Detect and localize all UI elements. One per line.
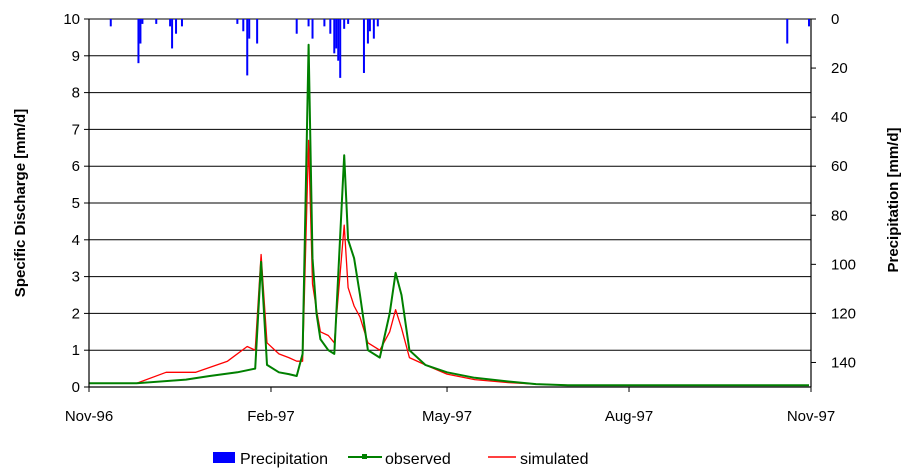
left-tick-label: 0 bbox=[72, 379, 80, 396]
left-tick-label: 5 bbox=[72, 195, 80, 212]
left-tick-label: 2 bbox=[72, 305, 80, 322]
precipitation-bar bbox=[109, 19, 112, 27]
precipitation-bar bbox=[337, 19, 340, 61]
left-tick-label: 4 bbox=[72, 232, 80, 249]
precipitation-bar bbox=[180, 19, 183, 27]
precipitation-bar bbox=[329, 19, 332, 34]
precipitation-bars bbox=[109, 19, 811, 78]
right-axis-ticks: 0 20 40 60 80 100 120 140 bbox=[811, 11, 856, 371]
left-tick-label: 10 bbox=[63, 11, 80, 28]
precipitation-bar bbox=[171, 19, 174, 49]
left-tick-label: 9 bbox=[72, 48, 80, 65]
precipitation-bar bbox=[295, 19, 298, 34]
x-tick-label: Feb-97 bbox=[247, 408, 295, 425]
precipitation-bar bbox=[335, 19, 338, 49]
precipitation-bar bbox=[246, 19, 249, 76]
precipitation-bar bbox=[376, 19, 379, 27]
precipitation-bar bbox=[248, 19, 251, 39]
legend-simulated-label: simulated bbox=[520, 451, 588, 468]
legend-precipitation-label: Precipitation bbox=[240, 451, 328, 468]
precipitation-bar bbox=[333, 19, 336, 54]
left-axis-ticks: 0 1 2 3 4 5 6 7 8 9 10 bbox=[63, 11, 89, 396]
legend-precipitation-swatch bbox=[213, 452, 235, 463]
right-tick-label: 140 bbox=[831, 354, 856, 371]
x-tick-label: May-97 bbox=[422, 408, 472, 425]
precipitation-bar bbox=[372, 19, 375, 39]
left-tick-label: 8 bbox=[72, 85, 80, 102]
left-tick-label: 7 bbox=[72, 121, 80, 138]
precipitation-bar bbox=[256, 19, 259, 44]
x-tick-label: Nov-96 bbox=[65, 408, 113, 425]
precipitation-bar bbox=[236, 19, 239, 24]
right-tick-label: 40 bbox=[831, 109, 848, 126]
legend-observed-marker bbox=[362, 454, 367, 459]
discharge-series bbox=[89, 43, 809, 387]
precipitation-bar bbox=[139, 19, 142, 44]
precipitation-bar bbox=[786, 19, 789, 44]
right-tick-label: 120 bbox=[831, 305, 856, 322]
precipitation-bar bbox=[311, 19, 314, 39]
right-tick-label: 80 bbox=[831, 207, 848, 224]
precipitation-bar bbox=[141, 19, 144, 24]
precipitation-bar bbox=[343, 19, 346, 29]
precipitation-bar bbox=[169, 19, 172, 27]
precipitation-bar bbox=[155, 19, 158, 24]
x-axis-ticks: Nov-96 Feb-97 May-97 Aug-97 Nov-97 bbox=[65, 387, 835, 425]
precipitation-bar bbox=[368, 19, 371, 32]
precipitation-bar bbox=[307, 19, 310, 27]
x-tick-label: Aug-97 bbox=[605, 408, 653, 425]
precipitation-bar bbox=[808, 19, 811, 27]
observed-series-line bbox=[89, 43, 809, 387]
precipitation-bar bbox=[137, 19, 140, 64]
precipitation-bar bbox=[362, 19, 365, 73]
right-tick-label: 100 bbox=[831, 256, 856, 273]
right-axis-title: Precipitation [mm/d] bbox=[885, 127, 902, 272]
precipitation-bar bbox=[347, 19, 350, 24]
left-tick-label: 6 bbox=[72, 158, 80, 175]
precipitation-bar bbox=[242, 19, 245, 32]
grid-lines bbox=[89, 18, 811, 388]
precipitation-bar bbox=[366, 19, 369, 44]
precipitation-bar bbox=[323, 19, 326, 27]
legend: Precipitation observed simulated bbox=[213, 451, 588, 468]
right-tick-label: 60 bbox=[831, 158, 848, 175]
x-tick-label: Nov-97 bbox=[787, 408, 835, 425]
legend-observed-label: observed bbox=[385, 451, 451, 468]
right-tick-label: 20 bbox=[831, 60, 848, 77]
left-axis-title: Specific Discharge [mm/d] bbox=[12, 109, 29, 297]
precipitation-bar bbox=[339, 19, 342, 78]
left-tick-label: 3 bbox=[72, 269, 80, 286]
precipitation-bar bbox=[175, 19, 178, 34]
simulated-series-line bbox=[89, 139, 809, 386]
right-tick-label: 0 bbox=[831, 11, 839, 28]
left-tick-label: 1 bbox=[72, 342, 80, 359]
